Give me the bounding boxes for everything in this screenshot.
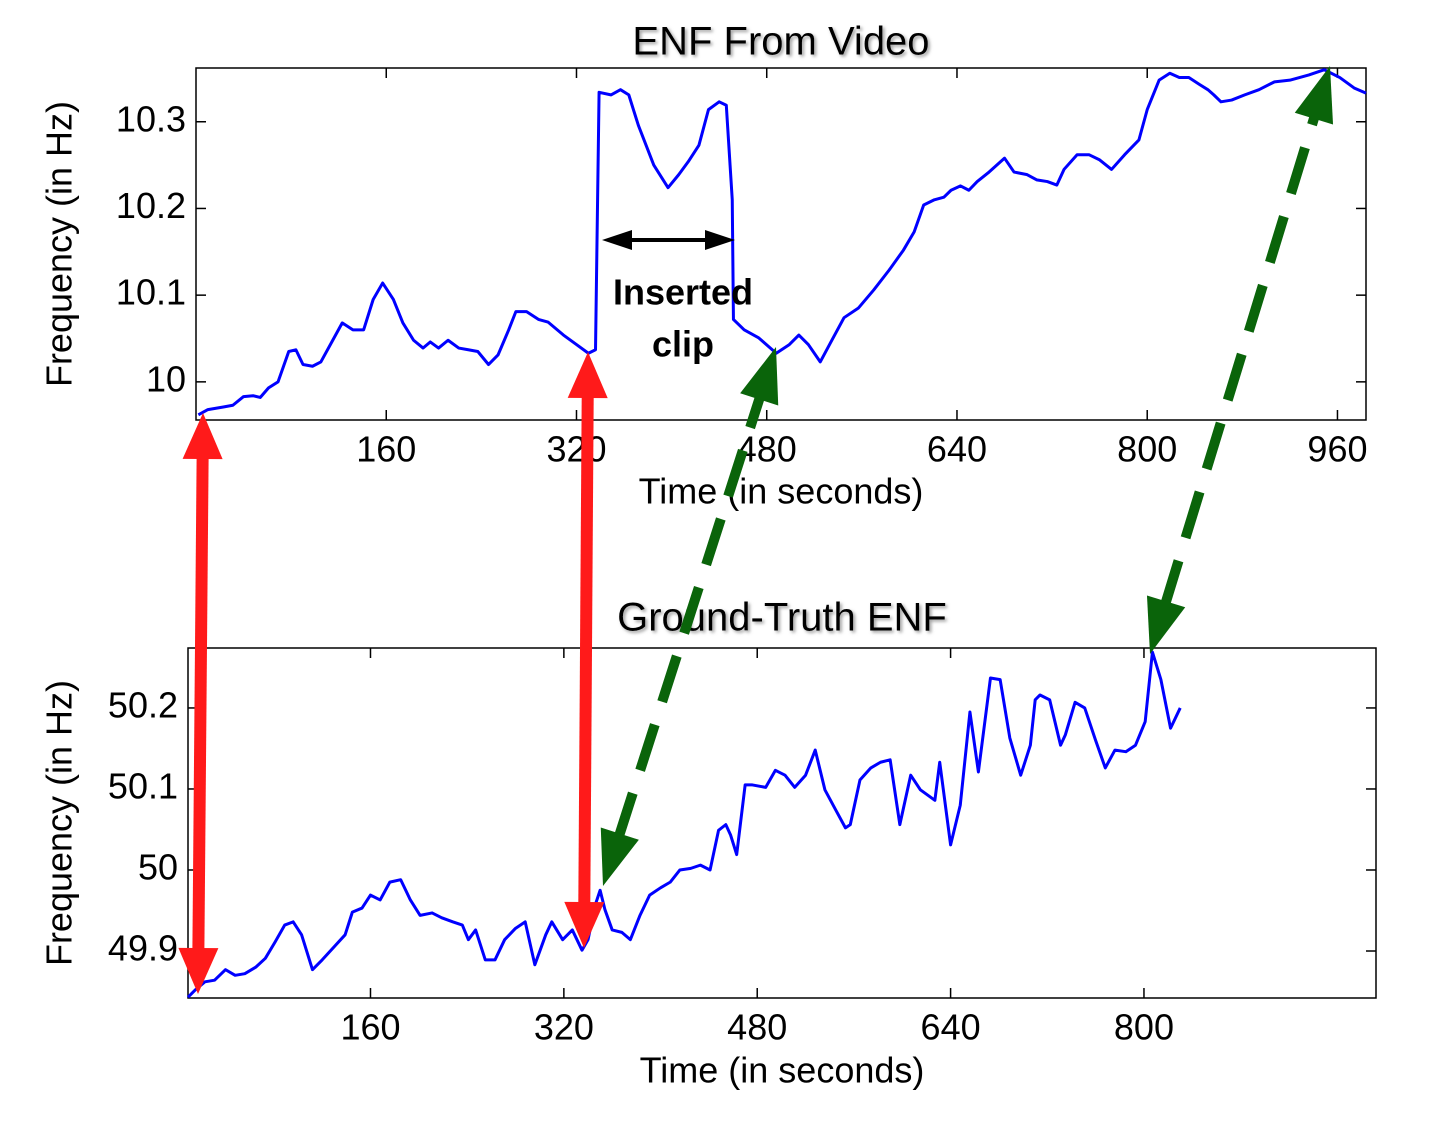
y-tick-label: 10.1 — [116, 272, 186, 313]
plot-area — [187, 647, 1377, 999]
x-tick-label: 800 — [1117, 429, 1177, 470]
y-tick-label: 50.2 — [108, 684, 178, 725]
arrow-head — [564, 901, 605, 948]
x-tick-label: 320 — [534, 1007, 594, 1048]
data-line — [197, 68, 1367, 417]
arrow-shaft — [192, 454, 209, 953]
x-tick-label: 160 — [356, 429, 416, 470]
y-tick-label: 50 — [138, 847, 178, 888]
arrow-head — [740, 347, 779, 406]
arrow-head — [178, 947, 219, 994]
annotation: Inserted — [613, 272, 753, 313]
x-tick-label: 480 — [727, 1007, 787, 1048]
arrow-shaft — [578, 393, 594, 907]
arrow-head — [182, 413, 223, 460]
x-tick-label: 960 — [1307, 429, 1367, 470]
y-tick-label: 10 — [146, 358, 186, 399]
arrow-head — [567, 352, 608, 399]
x-tick-label: 640 — [921, 1007, 981, 1048]
data-line — [186, 650, 1182, 999]
x-tick-label: 640 — [927, 429, 987, 470]
arrow-head — [1146, 595, 1186, 654]
y-tick-label: 50.1 — [108, 765, 178, 806]
x-tick-label: 320 — [546, 429, 606, 470]
y-tick-label: 49.9 — [108, 928, 178, 969]
arrow-head — [602, 230, 632, 250]
chart-title: ENF From Video — [632, 20, 929, 64]
arrow-shaft — [1159, 111, 1321, 609]
arrow-head — [1294, 66, 1334, 125]
arrow-head — [600, 827, 639, 886]
plot-area — [195, 67, 1367, 421]
x-tick-label: 480 — [737, 429, 797, 470]
y-tick-label: 10.3 — [116, 98, 186, 139]
y-axis-label: Frequency (in Hz) — [39, 680, 80, 966]
arrow-shaft — [613, 392, 766, 841]
x-tick-label: 160 — [340, 1007, 400, 1048]
arrow-head — [705, 230, 735, 250]
x-axis-label: Time (in seconds) — [640, 1050, 925, 1091]
y-axis-label: Frequency (in Hz) — [39, 101, 80, 387]
x-tick-label: 800 — [1114, 1007, 1174, 1048]
chart-title: Ground-Truth ENF — [617, 596, 947, 640]
x-axis-label: Time (in seconds) — [639, 471, 924, 512]
annotation: clip — [652, 324, 714, 365]
y-tick-label: 10.2 — [116, 185, 186, 226]
